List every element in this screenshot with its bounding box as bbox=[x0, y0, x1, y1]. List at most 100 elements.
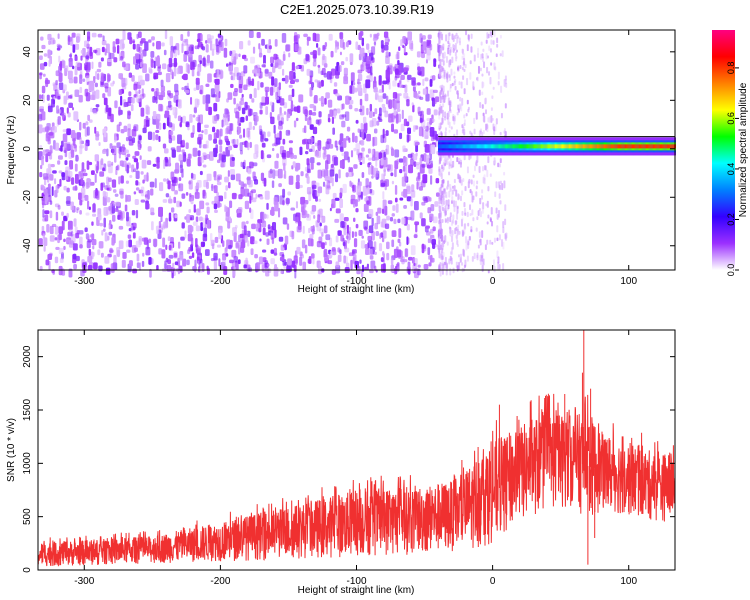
heatmap-cell bbox=[499, 34, 502, 39]
heatmap-cell bbox=[126, 249, 131, 253]
heatmap-cell bbox=[429, 197, 432, 202]
heatmap-cell bbox=[87, 255, 93, 263]
heatmap-cell bbox=[391, 230, 397, 238]
heatmap-cell bbox=[324, 241, 327, 246]
heatmap-cell bbox=[157, 66, 161, 72]
heatmap-cell bbox=[335, 173, 339, 183]
heatmap-cell bbox=[260, 211, 265, 221]
heatmap-cell bbox=[269, 101, 273, 106]
heatmap-cell bbox=[454, 227, 457, 235]
heatmap-cell bbox=[456, 205, 459, 210]
heatmap-cell bbox=[174, 83, 179, 93]
heatmap-cell bbox=[482, 165, 485, 172]
heatmap-cell bbox=[251, 223, 256, 230]
heatmap-cell bbox=[218, 130, 221, 141]
heatmap-cell bbox=[219, 145, 223, 153]
heatmap-cell bbox=[341, 114, 347, 118]
heatmap-cell bbox=[227, 92, 233, 100]
heatmap-cell bbox=[479, 102, 482, 109]
heatmap-cell bbox=[114, 208, 119, 212]
heatmap-cell bbox=[261, 38, 265, 46]
heatmap-cell bbox=[291, 260, 296, 268]
heatmap-cell bbox=[172, 106, 177, 116]
heatmap-cell bbox=[486, 169, 489, 178]
heatmap-cell bbox=[482, 81, 485, 87]
heatmap-cell bbox=[480, 41, 483, 46]
heatmap-cell bbox=[477, 53, 480, 58]
heatmap-cell bbox=[168, 244, 172, 251]
heatmap-cell bbox=[118, 106, 121, 116]
heatmap-cell bbox=[197, 246, 202, 251]
heatmap-cell bbox=[465, 113, 468, 117]
heatmap-cell bbox=[145, 73, 150, 82]
heatmap-cell bbox=[73, 264, 77, 270]
heatmap-cell bbox=[237, 206, 243, 213]
heatmap-cell bbox=[421, 51, 425, 59]
heatmap-cell bbox=[399, 132, 403, 140]
heatmap-cell bbox=[428, 255, 431, 260]
heatmap-cell bbox=[490, 62, 493, 66]
heatmap-cell bbox=[448, 161, 451, 170]
heatmap-cell bbox=[430, 254, 433, 263]
heatmap-cell bbox=[370, 260, 376, 269]
heatmap-cell bbox=[79, 244, 83, 249]
heatmap-cell bbox=[149, 268, 152, 278]
heatmap-cell bbox=[190, 225, 194, 232]
heatmap-cell bbox=[318, 97, 322, 102]
heatmap-cell bbox=[51, 126, 57, 133]
heatmap-cell bbox=[42, 233, 46, 239]
heatmap-cell bbox=[382, 199, 387, 210]
heatmap-cell bbox=[45, 176, 49, 180]
heatmap-cell bbox=[461, 262, 464, 266]
heatmap-cell bbox=[227, 220, 231, 229]
heatmap-cell bbox=[152, 163, 157, 167]
heatmap-cell bbox=[142, 63, 147, 74]
heatmap-cell bbox=[235, 242, 239, 249]
heatmap-cell bbox=[373, 128, 378, 134]
heatmap-cell bbox=[111, 161, 114, 166]
heatmap-cell bbox=[309, 104, 315, 109]
heatmap-cell bbox=[402, 145, 406, 153]
heatmap-cell bbox=[170, 147, 176, 151]
heatmap-cell bbox=[449, 255, 452, 261]
heatmap-cell bbox=[88, 161, 93, 166]
heatmap-cell bbox=[382, 80, 388, 85]
heatmap-cell bbox=[39, 72, 43, 76]
heatmap-cell bbox=[200, 222, 204, 232]
heatmap-cell bbox=[380, 182, 386, 187]
heatmap-cell bbox=[127, 234, 132, 239]
heatmap-cell bbox=[57, 116, 61, 125]
heatmap-cell bbox=[211, 48, 215, 56]
heatmap-cell bbox=[355, 223, 359, 229]
heatmap-cell bbox=[98, 213, 102, 221]
heatmap-cell bbox=[107, 235, 110, 241]
y-tick-label: 0 bbox=[22, 567, 33, 573]
heatmap-cell bbox=[442, 99, 445, 103]
heatmap-cell bbox=[79, 137, 83, 146]
heatmap-cell bbox=[90, 107, 93, 113]
heatmap-cell bbox=[380, 134, 385, 144]
heatmap-cell bbox=[85, 212, 90, 216]
heatmap-cell bbox=[502, 241, 505, 250]
heatmap-cell bbox=[155, 130, 160, 134]
heatmap-cell bbox=[397, 59, 400, 66]
heatmap-cell bbox=[135, 170, 140, 179]
heatmap-cell bbox=[108, 231, 113, 236]
heatmap-cell bbox=[498, 163, 501, 168]
heatmap-cell bbox=[337, 95, 343, 101]
heatmap-cell bbox=[273, 53, 278, 60]
heatmap-cell bbox=[407, 261, 411, 270]
heatmap-cell bbox=[281, 152, 286, 158]
heatmap-cell bbox=[329, 237, 333, 247]
heatmap-cell bbox=[357, 128, 361, 133]
heatmap-cell bbox=[117, 210, 122, 219]
heatmap-cell bbox=[289, 79, 295, 84]
heatmap-cell bbox=[265, 90, 268, 97]
heatmap-cell bbox=[40, 184, 45, 188]
heatmap-cell bbox=[438, 247, 441, 251]
heatmap-cell bbox=[38, 113, 43, 122]
heatmap-cell bbox=[337, 254, 342, 262]
heatmap-cell bbox=[79, 74, 83, 85]
heatmap-cell bbox=[225, 212, 229, 222]
heatmap-cell bbox=[243, 65, 248, 74]
